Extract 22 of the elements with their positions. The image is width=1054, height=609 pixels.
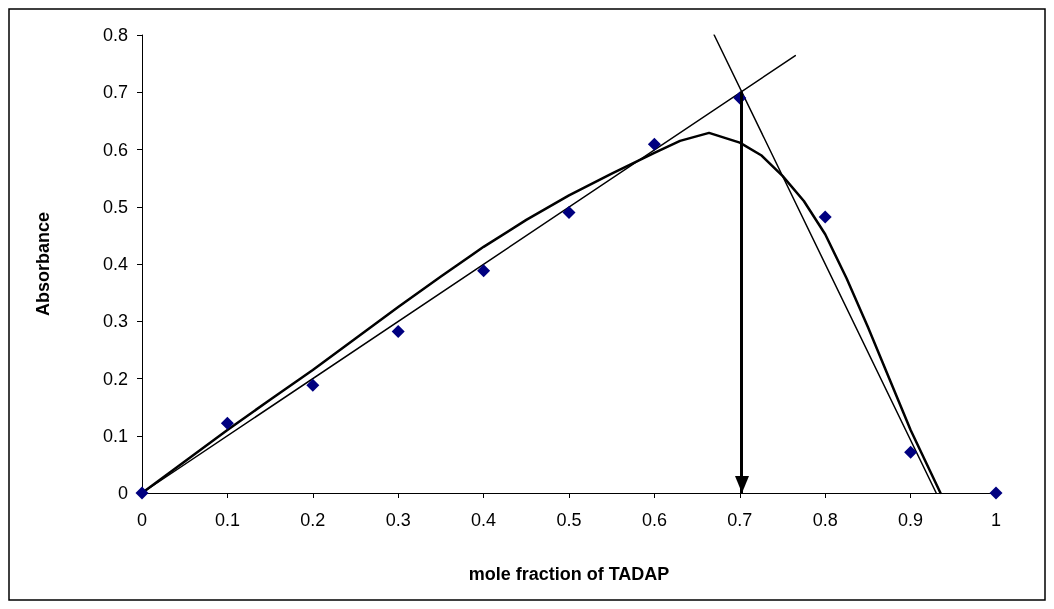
x-axis-title: mole fraction of TADAP — [468, 564, 670, 584]
x-tick-label: 0.7 — [727, 510, 753, 530]
y-tick-label: 0.1 — [102, 425, 128, 446]
y-tick-label: 0.5 — [102, 196, 128, 217]
y-tick-label: 0.2 — [102, 368, 128, 389]
y-axis-title: Absorbance — [33, 211, 53, 317]
x-tick-label: 1 — [990, 510, 1002, 530]
x-tick-label: 0 — [136, 510, 148, 530]
x-tick-label: 0.4 — [471, 510, 497, 530]
y-tick-label: 0.6 — [102, 139, 128, 160]
x-tick-label: 0.6 — [641, 510, 667, 530]
x-tick-label: 0.9 — [898, 510, 924, 530]
x-tick-label: 0.8 — [812, 510, 838, 530]
y-tick-label: 0.4 — [102, 254, 128, 274]
x-tick-label: 0.3 — [385, 510, 411, 530]
x-tick-label: 0.5 — [556, 510, 582, 530]
x-tick-label: 0.1 — [214, 510, 240, 530]
x-tick-label: 0.2 — [300, 510, 326, 530]
y-tick-label: 0.7 — [102, 82, 128, 103]
y-tick-label: 0.3 — [102, 311, 128, 332]
y-tick-label: 0.8 — [102, 25, 128, 45]
y-tick-label: 0 — [117, 483, 128, 503]
